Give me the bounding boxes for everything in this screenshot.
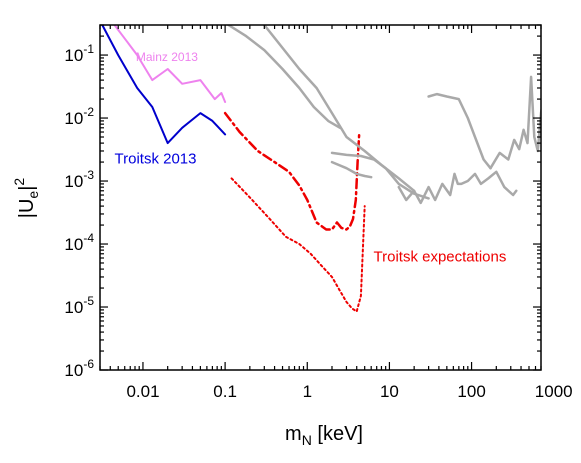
x-tick-label: 1	[303, 382, 312, 401]
y-tick-label: 10-2	[64, 105, 94, 128]
plot-frame	[99, 24, 542, 371]
series-line-1	[113, 25, 227, 103]
y-tick-label: 10-4	[64, 231, 94, 254]
y-tick-label: 10-5	[64, 294, 94, 317]
y-tick-label: 10-1	[64, 42, 94, 65]
series-line-12	[546, 74, 581, 195]
series-line-9	[397, 170, 518, 205]
x-axis-label: mN [keV]	[285, 423, 363, 448]
series-line-4	[230, 177, 366, 313]
series-line-8	[330, 160, 373, 179]
y-tick-label: 10-6	[64, 357, 94, 380]
series-line-3	[223, 111, 361, 231]
series-line-2	[101, 25, 227, 145]
series-layer	[101, 25, 581, 313]
tick-layer: 0.01 0.1 1 10 100 1000 10-1 10-2 10-3 10-4 10-5 10-…	[64, 24, 573, 401]
x-tick-label: 10	[380, 382, 399, 401]
x-tick-label: 1000	[535, 382, 573, 401]
series-line-5	[227, 25, 342, 130]
annotation-2: Troitsk 2013	[115, 151, 197, 168]
annotation-1: Mainz 2013	[136, 50, 198, 64]
annotation-3: Troitsk expectations	[374, 248, 507, 265]
annotation-layer: Mainz 2013 Troitsk 2013 Troitsk expectatio…	[115, 50, 507, 266]
series-line-11	[489, 75, 541, 170]
y-axis-label: |Ue|2	[11, 178, 41, 219]
x-tick-label: 0.1	[213, 382, 237, 401]
y-tick-label: 10-3	[64, 168, 94, 191]
x-tick-label: 0.01	[126, 382, 159, 401]
series-line-10	[427, 92, 492, 170]
x-tick-label: 100	[457, 382, 485, 401]
